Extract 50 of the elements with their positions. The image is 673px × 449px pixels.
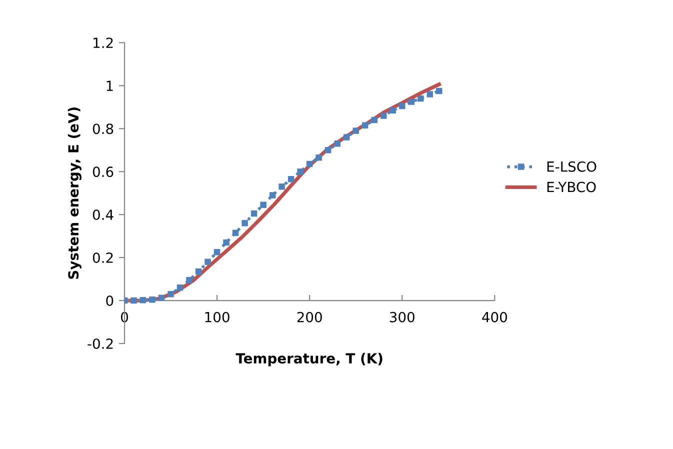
y-tick-label: 0.8 [92,124,114,134]
x-tick-label: 300 [390,312,414,322]
point [269,192,276,198]
x-axis-title: Temperature, T (K) [236,352,382,366]
point [380,112,387,119]
point [186,276,192,284]
point [418,95,424,102]
point [371,116,378,124]
point [408,98,414,105]
point [204,258,211,265]
point [214,249,220,256]
point [250,210,258,217]
point [130,297,137,304]
y-tick-label: 0.4 [92,210,114,220]
point [260,202,266,208]
point [242,220,248,226]
y-tick-label: 0 [106,295,114,306]
x-tick-label: 200 [297,312,322,322]
point [195,268,202,275]
point [149,296,156,303]
point [158,294,165,302]
point [398,102,406,110]
point [176,284,184,291]
y-tick-label: 0.6 [92,166,114,178]
point [426,91,434,98]
point [232,230,239,236]
point [352,128,359,134]
point [390,107,396,114]
point [306,160,313,168]
point [278,184,285,190]
point [316,154,322,161]
y-tick-label: 1 [106,80,113,91]
y-tick-label: -0.2 [88,338,113,349]
x-tick-label: 400 [482,312,507,322]
point [297,168,304,175]
point [334,140,340,147]
point [288,176,294,182]
y-tick-label: 1.2 [94,38,113,48]
point [343,134,350,140]
x-tick-label: 100 [205,312,230,322]
legend-label: E-LSCO [547,161,596,172]
point [223,239,230,246]
point [436,88,442,94]
point [362,122,368,129]
point [140,296,146,304]
y-axis-title: System energy, E (eV) [68,108,82,279]
y-tick-label: 0.2 [92,252,113,264]
point [324,146,332,154]
point [168,290,174,298]
legend-label: E-YBCO [547,182,596,192]
